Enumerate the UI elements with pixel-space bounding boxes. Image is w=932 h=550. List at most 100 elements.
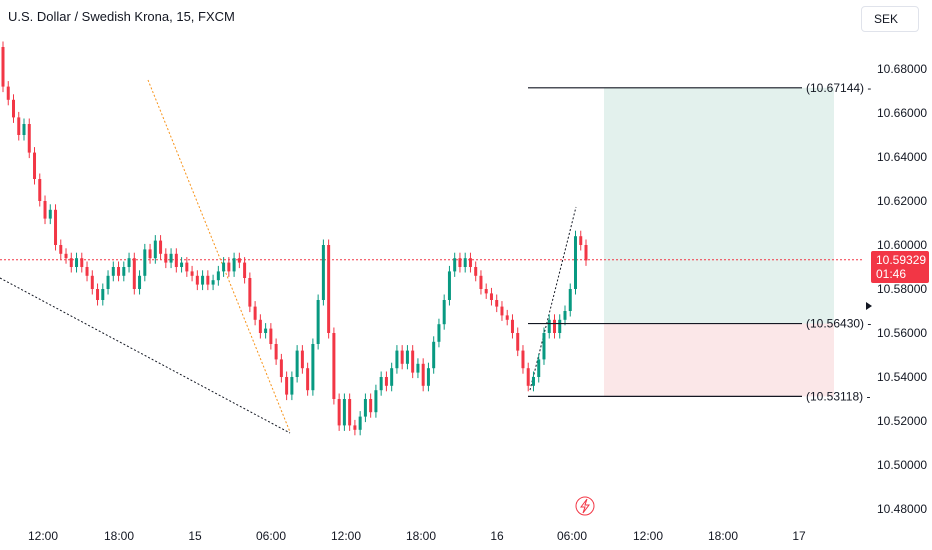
candle xyxy=(552,314,556,339)
candle xyxy=(321,239,325,306)
candle xyxy=(243,257,247,284)
level-line[interactable]: (10.67144) - xyxy=(528,81,871,95)
currency-selector[interactable]: SEK xyxy=(861,6,919,32)
candle-body xyxy=(174,253,178,267)
candle xyxy=(211,274,215,291)
candle xyxy=(17,111,21,141)
candle-body xyxy=(542,333,546,360)
candle-body xyxy=(195,275,199,285)
candle-body xyxy=(111,267,115,276)
candle xyxy=(22,118,26,141)
candle xyxy=(442,294,446,330)
candle xyxy=(363,393,367,423)
candle xyxy=(143,243,147,282)
candle-body xyxy=(479,275,483,289)
candle-body xyxy=(306,368,310,391)
candle xyxy=(69,252,73,273)
candle-body xyxy=(12,99,16,118)
candle-body xyxy=(27,124,31,153)
candle-body xyxy=(411,350,415,373)
candle-body xyxy=(353,425,357,430)
candle xyxy=(269,323,273,350)
candle xyxy=(33,147,37,185)
candle-body xyxy=(201,275,205,285)
candle xyxy=(453,252,457,277)
level-label: (10.56430) - xyxy=(806,317,871,331)
candle-body xyxy=(463,258,467,267)
candle xyxy=(185,257,189,277)
time-tick-label: 12:00 xyxy=(28,529,58,543)
price-scale-arrow-icon xyxy=(866,302,872,310)
current-price-value: 10.59329 xyxy=(876,253,927,267)
price-tick-label: 10.60000 xyxy=(877,238,927,252)
candle-body xyxy=(484,289,488,294)
candle xyxy=(248,272,252,313)
alert-icon-ring[interactable] xyxy=(575,496,595,516)
candle xyxy=(405,345,409,370)
level-lines[interactable]: (10.67144) - (10.56430) - (10.53118) - xyxy=(528,81,871,404)
time-axis[interactable]: 12:00 18:00 15 06:00 12:00 18:00 16 06:00 12:00 1… xyxy=(28,529,806,543)
candle-body xyxy=(552,319,556,333)
time-tick-label: 06:00 xyxy=(256,529,286,543)
candle-body xyxy=(337,399,341,426)
candle xyxy=(500,301,504,321)
time-tick-label: 17 xyxy=(792,529,806,543)
candle-body xyxy=(106,275,110,289)
candle-body xyxy=(159,240,163,254)
candle xyxy=(463,252,467,273)
candle-body xyxy=(1,47,5,87)
trend-line[interactable] xyxy=(147,79,291,433)
candle-body xyxy=(17,117,21,135)
level-line[interactable]: (10.56430) - xyxy=(528,317,871,331)
candle xyxy=(516,327,520,357)
candle-body xyxy=(563,311,567,320)
impulse-line[interactable] xyxy=(529,206,577,391)
drawing-lines[interactable] xyxy=(0,79,862,434)
candle xyxy=(48,204,52,225)
candle-body xyxy=(190,271,194,276)
candle xyxy=(348,393,352,431)
candle xyxy=(495,294,499,313)
candle xyxy=(132,252,136,295)
candle-body xyxy=(374,390,378,413)
candle xyxy=(1,41,5,93)
candle-body xyxy=(295,350,299,377)
candle xyxy=(542,327,546,365)
lightning-icon[interactable] xyxy=(580,498,590,514)
candle xyxy=(206,270,210,291)
candle xyxy=(432,336,436,374)
candle xyxy=(90,270,94,295)
candle-body xyxy=(80,258,84,267)
candle xyxy=(279,353,283,383)
candle xyxy=(106,270,110,295)
candle xyxy=(505,309,509,326)
candle xyxy=(400,345,404,370)
candle-body xyxy=(117,267,121,276)
candle-body xyxy=(495,300,499,307)
candle-body xyxy=(416,363,420,373)
candle xyxy=(159,235,163,260)
candle-body xyxy=(426,368,430,386)
price-axis[interactable]: 10.68000 10.66000 10.64000 10.62000 10.60000… xyxy=(877,62,927,516)
candle xyxy=(101,283,105,306)
candle-body xyxy=(468,258,472,267)
candle xyxy=(411,345,415,379)
candle xyxy=(190,265,194,282)
candle xyxy=(111,261,115,282)
candle xyxy=(169,248,173,269)
candle xyxy=(216,265,220,286)
candle-body xyxy=(180,262,184,267)
candle xyxy=(416,358,420,379)
candle-body xyxy=(222,262,226,272)
candle-body xyxy=(143,249,147,276)
support-line[interactable] xyxy=(0,277,291,434)
candle xyxy=(369,393,373,418)
candle-body xyxy=(90,275,94,289)
candle xyxy=(474,261,478,282)
level-line[interactable]: (10.53118) - xyxy=(528,389,870,403)
candle xyxy=(264,323,268,339)
candle-body xyxy=(327,245,331,333)
candle xyxy=(547,314,551,339)
candle-body xyxy=(400,350,404,364)
